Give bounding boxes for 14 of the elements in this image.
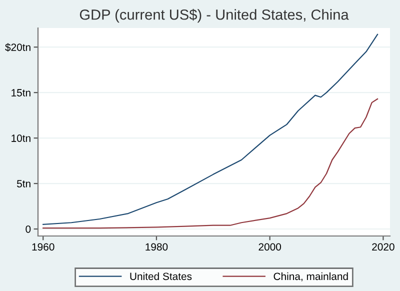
legend-label: United States xyxy=(130,272,192,280)
line-series xyxy=(42,34,378,226)
line-series xyxy=(42,98,378,229)
legend-label: China, mainland xyxy=(274,272,348,282)
x-tick-label: 2020 xyxy=(372,243,394,251)
chart-title: GDP (current US$) - United States, China xyxy=(80,8,349,23)
y-tick-label: 5tn xyxy=(16,180,30,188)
y-tick-label: $20tn xyxy=(5,43,30,52)
x-tick-label: 2000 xyxy=(258,243,282,251)
y-tick-label: 0 xyxy=(26,226,31,233)
y-tick-label: 15tn xyxy=(12,89,30,96)
x-tick-label: 1980 xyxy=(146,243,168,251)
y-tick-label: 10tn xyxy=(12,134,30,142)
x-tick-label: 1960 xyxy=(32,243,54,251)
